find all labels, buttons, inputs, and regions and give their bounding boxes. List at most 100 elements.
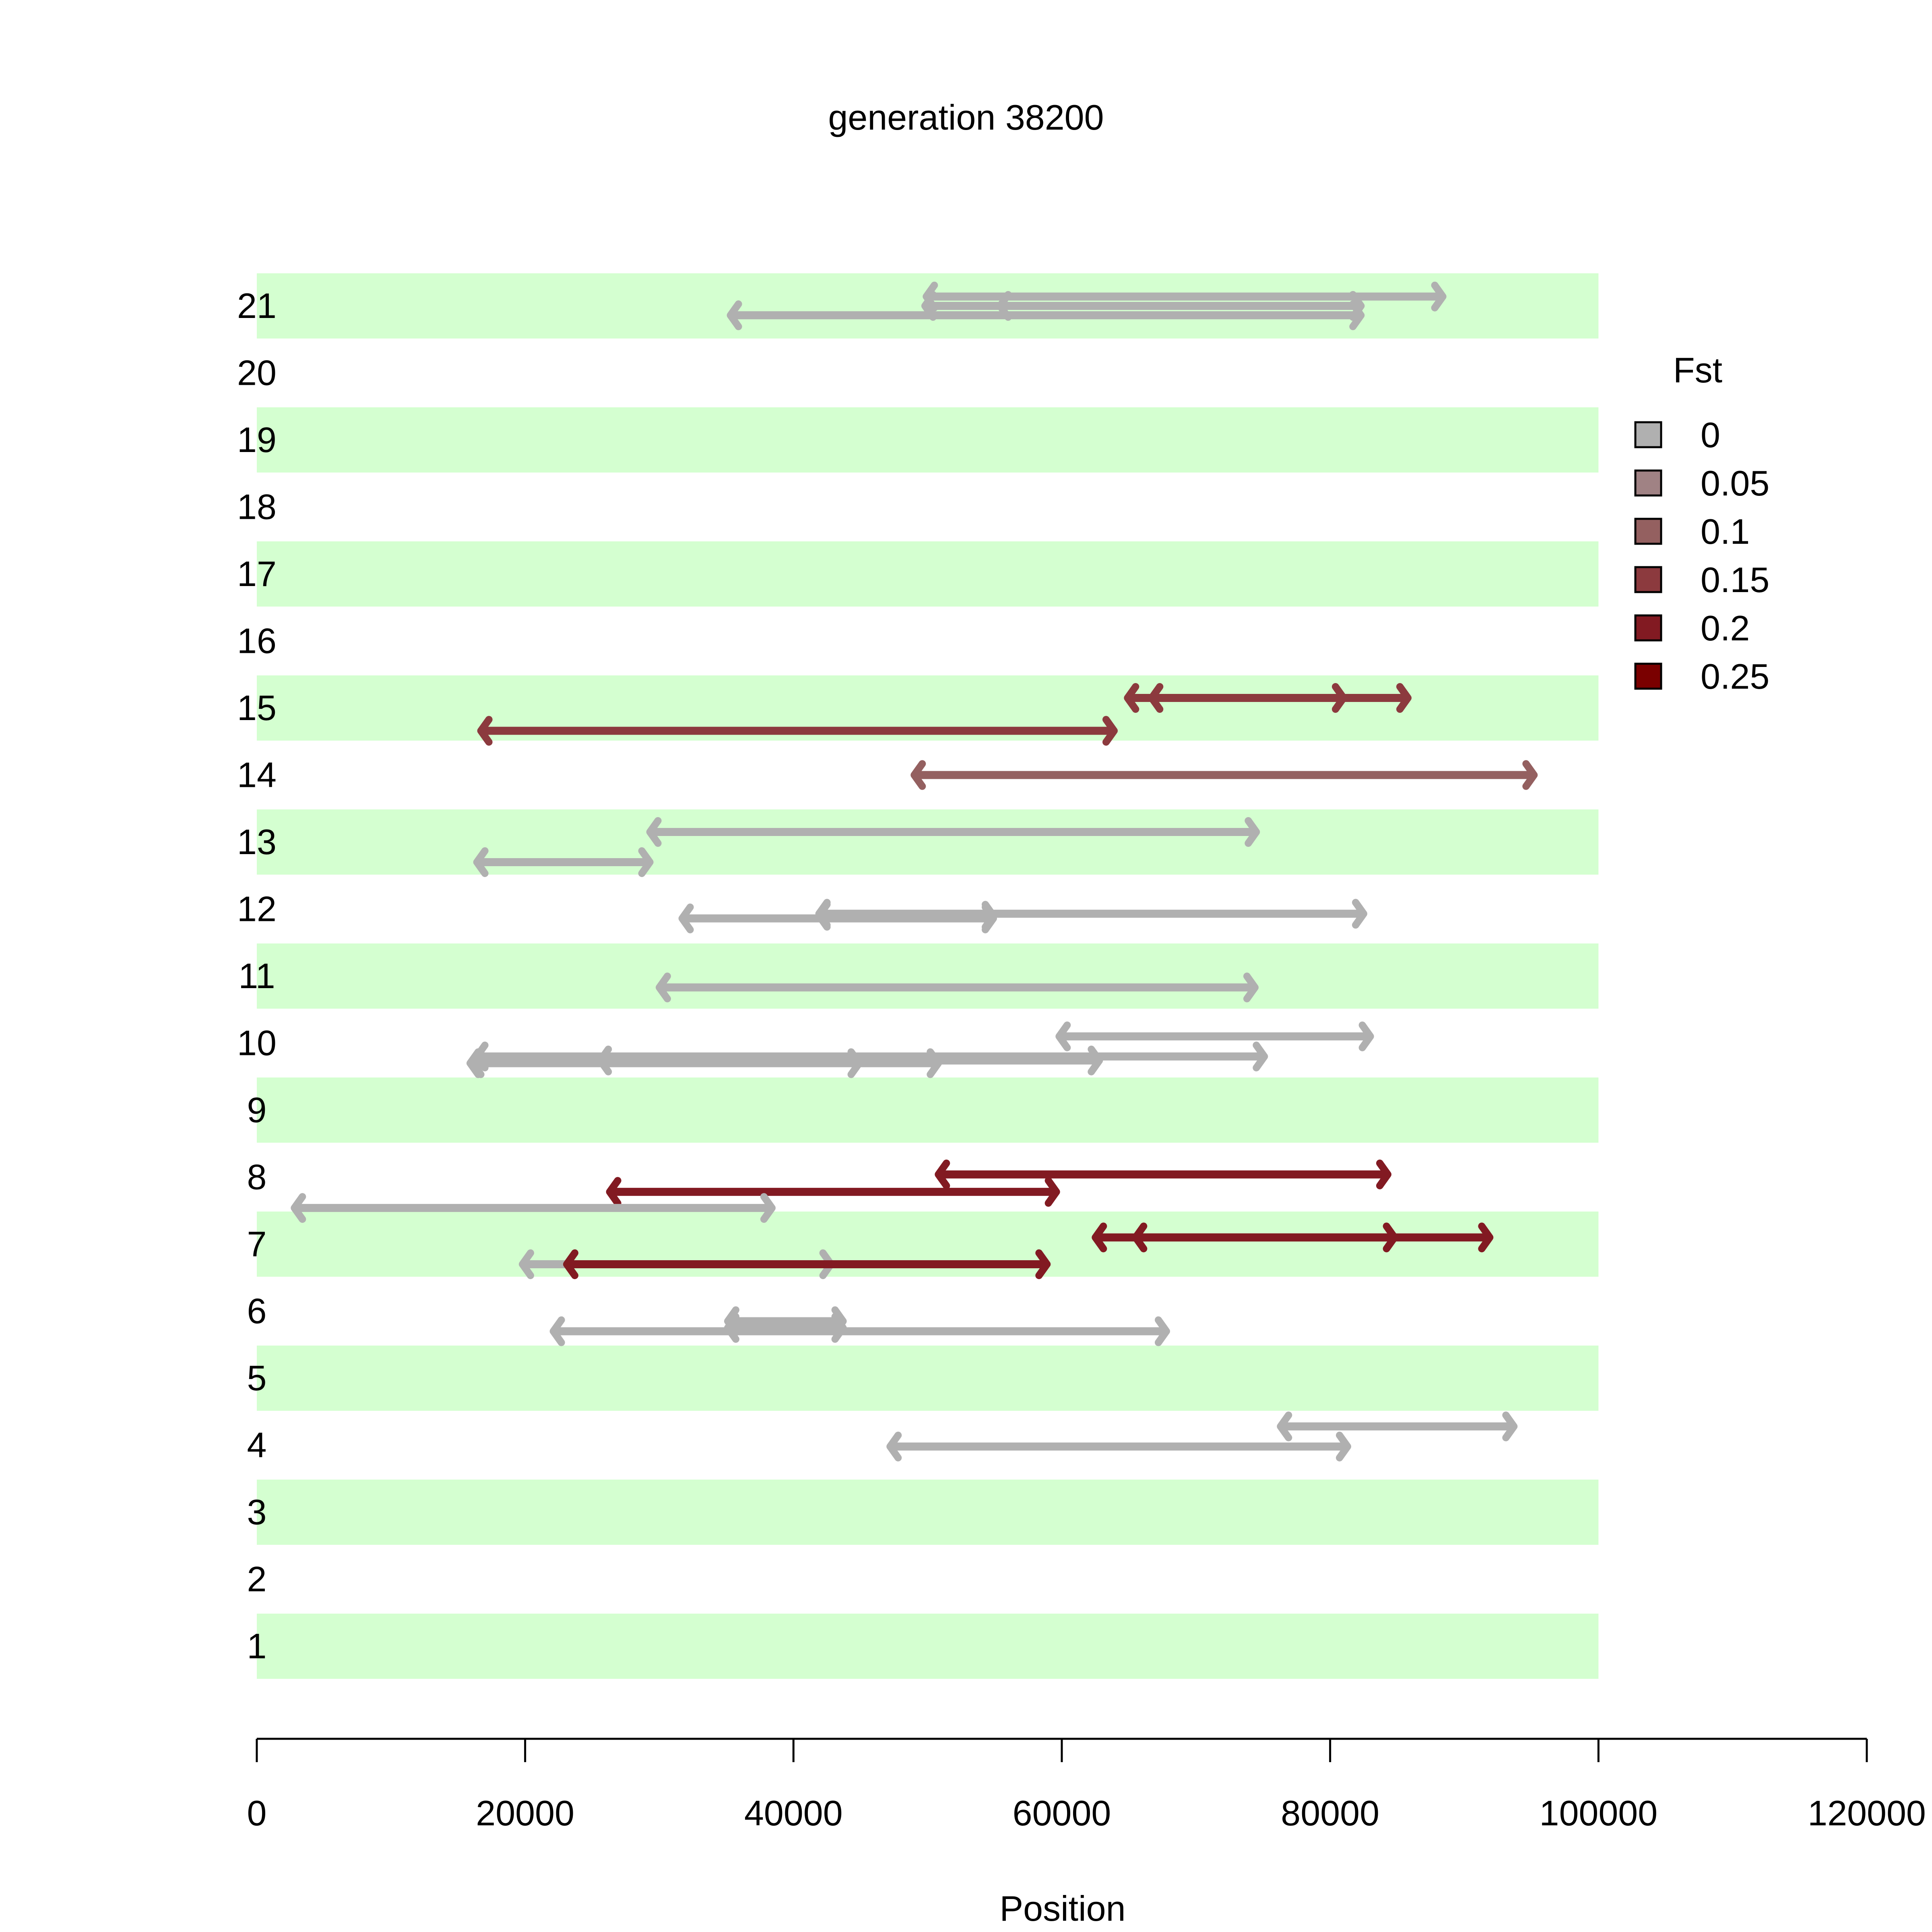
segment-arrowhead-right — [1478, 1222, 1494, 1253]
segment-arrowhead-right — [1245, 817, 1260, 847]
legend-swatch — [1634, 663, 1662, 690]
segment-arrowhead-right — [847, 1048, 863, 1078]
segment — [549, 1316, 1170, 1346]
row-label: 15 — [237, 688, 277, 728]
segment-arrowhead-left — [886, 1431, 902, 1461]
segment-arrowhead-right — [1035, 1249, 1051, 1279]
legend-swatch — [1634, 566, 1662, 593]
segment — [291, 1193, 776, 1223]
segment-arrowhead-left — [910, 760, 926, 790]
legend-swatch — [1634, 518, 1662, 545]
segment-arrowhead-left — [549, 1316, 565, 1346]
row-label: 19 — [237, 420, 277, 460]
segment-arrowhead-right — [982, 901, 997, 931]
row-band — [257, 809, 1599, 875]
segment — [1132, 1222, 1398, 1253]
segment-arrowhead-right — [1502, 1411, 1518, 1441]
segment — [935, 1159, 1391, 1189]
segment-arrowhead-left — [678, 903, 694, 933]
row-label: 7 — [247, 1224, 267, 1264]
x-tick-label: 100000 — [1540, 1793, 1658, 1833]
segment-arrowhead-right — [1044, 1177, 1060, 1207]
row-band — [257, 541, 1599, 607]
row-bands — [257, 273, 1599, 1679]
x-tick-label: 60000 — [1013, 1793, 1111, 1833]
segment — [886, 1431, 1351, 1461]
segment — [646, 817, 1260, 847]
x-axis: 0 20000 40000 60000 80000 100000 120000 — [247, 1738, 1926, 1833]
row-label: 3 — [247, 1492, 267, 1532]
segment-arrowhead-left — [291, 1193, 306, 1223]
row-label: 6 — [247, 1291, 267, 1331]
row-label: 21 — [237, 286, 277, 326]
segment — [656, 972, 1259, 1003]
segment-arrowhead-right — [760, 1193, 776, 1223]
row-label: 4 — [247, 1425, 267, 1465]
segment — [1148, 683, 1347, 713]
row-band — [257, 1346, 1599, 1411]
segment-arrowhead-left — [469, 1048, 485, 1078]
legend-swatch — [1634, 469, 1662, 497]
x-tick-label: 40000 — [744, 1793, 843, 1833]
segment-arrowhead-right — [638, 847, 654, 877]
segment-arrowhead-left — [646, 817, 662, 847]
x-tick-label: 80000 — [1281, 1793, 1379, 1833]
segment-arrowhead-right — [1431, 281, 1447, 312]
segment — [563, 1249, 1051, 1279]
segment-arrowhead-left — [1277, 1411, 1292, 1441]
segment-arrowhead-right — [927, 1048, 942, 1078]
row-band — [257, 1480, 1599, 1545]
segment-arrowhead-right — [1376, 1159, 1391, 1189]
legend-title: Fst — [1673, 350, 1722, 390]
segment-arrowhead-left — [1124, 683, 1139, 713]
segment — [469, 1048, 863, 1078]
row-label: 10 — [237, 1023, 277, 1063]
segment-arrowhead-right — [831, 1313, 847, 1343]
segment-arrowhead-left — [477, 716, 493, 746]
legend-label: 0.25 — [1701, 656, 1769, 696]
segment-arrowhead-right — [1155, 1316, 1170, 1346]
segment — [727, 300, 1365, 330]
row-band — [257, 1614, 1599, 1679]
row-band — [257, 943, 1599, 1009]
segment-arrowhead-left — [519, 1249, 534, 1279]
segment — [910, 760, 1538, 790]
segment-arrowhead-left — [727, 300, 742, 330]
row-label: 20 — [237, 353, 277, 393]
legend-label: 0.2 — [1701, 608, 1750, 648]
legend-label: 0.15 — [1701, 560, 1769, 600]
segment-arrowhead-right — [1396, 683, 1412, 713]
row-label: 9 — [247, 1090, 267, 1130]
chart-title: generation 38200 — [828, 97, 1104, 137]
legend-label: 0.05 — [1701, 463, 1769, 503]
segments — [291, 281, 1538, 1461]
x-tick-label: 120000 — [1808, 1793, 1926, 1833]
legend-swatch — [1634, 614, 1662, 642]
segment-arrowhead-left — [1148, 683, 1164, 713]
row-label: 5 — [247, 1358, 267, 1398]
legend-label: 0.1 — [1701, 512, 1750, 551]
segment-arrowhead-right — [1332, 683, 1347, 713]
segment — [724, 1313, 847, 1343]
segment-arrowhead-right — [1358, 1021, 1374, 1051]
segment — [477, 716, 1118, 746]
segment-arrowhead-right — [1383, 1222, 1398, 1253]
segment-arrowhead-right — [1253, 1041, 1268, 1071]
segment — [1277, 1411, 1518, 1441]
x-axis-label: Position — [999, 1889, 1125, 1928]
segment-arrowhead-right — [1352, 899, 1367, 929]
segment-arrowhead-left — [724, 1313, 739, 1343]
segment-arrowhead-left — [473, 847, 489, 877]
row-label: 17 — [237, 554, 277, 594]
row-band — [257, 1077, 1599, 1143]
row-label: 12 — [237, 889, 277, 929]
segment-arrowhead-left — [563, 1249, 578, 1279]
segment-arrowhead-right — [1349, 300, 1365, 330]
row-label: 13 — [237, 822, 277, 862]
segment-arrowhead-right — [1243, 972, 1259, 1003]
segment-arrowhead-left — [1092, 1222, 1107, 1253]
segment-arrowhead-left — [606, 1177, 621, 1207]
segment — [473, 847, 654, 877]
